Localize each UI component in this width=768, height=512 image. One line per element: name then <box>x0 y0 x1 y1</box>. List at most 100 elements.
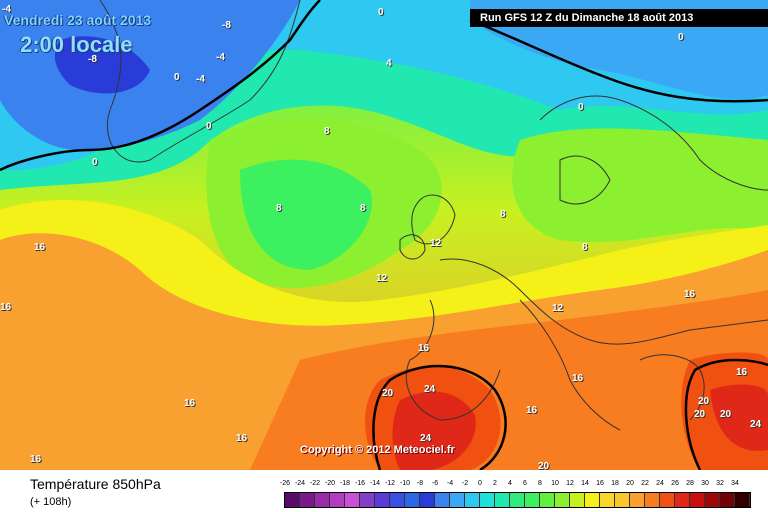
band-24-east <box>710 384 768 451</box>
contour-label: 24 <box>420 433 432 444</box>
contour-label: 20 <box>538 461 550 470</box>
scale-tick-label: -8 <box>416 480 424 487</box>
contour-label: 16 <box>418 343 430 354</box>
contour-label: -4 <box>196 74 205 85</box>
band-8-europe <box>512 128 768 243</box>
scale-tick-label: -14 <box>369 480 381 487</box>
contour-label: 0 <box>578 102 584 113</box>
scale-tick-label: 4 <box>508 480 512 487</box>
copyright: Copyright © 2012 Meteociel.fr <box>300 444 455 456</box>
scale-tick-label: -26 <box>279 480 291 487</box>
contour-label: 0 <box>206 121 212 132</box>
map-canvas <box>0 0 768 470</box>
scale-swatch <box>600 493 615 507</box>
twenty-isotherm-east <box>684 358 768 470</box>
scale-swatch <box>675 493 690 507</box>
scale-tick-label: 24 <box>656 480 664 487</box>
band-24-iberia <box>392 391 476 470</box>
scale-tick-label: 0 <box>478 480 482 487</box>
scale-swatch <box>450 493 465 507</box>
scale-swatch <box>540 493 555 507</box>
scale-swatch <box>435 493 450 507</box>
variable-title: Température 850hPa <box>30 476 161 492</box>
contour-label: 16 <box>684 289 696 300</box>
contour-label: 20 <box>720 409 732 420</box>
scale-swatch <box>690 493 705 507</box>
scale-swatch <box>420 493 435 507</box>
scale-swatch <box>525 493 540 507</box>
band-6-atlantic <box>240 159 372 270</box>
scale-tick-label: 20 <box>626 480 634 487</box>
scale-tick-labels: -26 -24 -22 -20 -18 -16 -14 -12 -10 -8 -6 -4 -2 0 2 4 6 8… <box>280 480 764 490</box>
contour-label: 20 <box>698 396 710 407</box>
scale-tick-label: 32 <box>716 480 724 487</box>
contour-label: 8 <box>360 203 366 214</box>
scale-tick-label: 8 <box>538 480 542 487</box>
scale-tick-label: -6 <box>431 480 439 487</box>
scale-swatch <box>705 493 720 507</box>
zero-isotherm <box>0 0 768 172</box>
contour-label: 12 <box>430 238 442 249</box>
scale-swatch <box>330 493 345 507</box>
scale-tick-label: 30 <box>701 480 709 487</box>
scale-tick-label: -24 <box>294 480 306 487</box>
scale-tick-label: 12 <box>566 480 574 487</box>
legend-footer: Température 850hPa (+ 108h) -26 -24 -22 -20… <box>0 470 768 512</box>
contour-label: 16 <box>572 373 584 384</box>
scale-swatch <box>555 493 570 507</box>
contour-label: 16 <box>736 367 748 378</box>
scale-swatch <box>285 493 300 507</box>
scale-tick-label: 16 <box>596 480 604 487</box>
forecast-hours: (+ 108h) <box>30 496 72 508</box>
contour-label: 16 <box>0 302 12 313</box>
color-scale <box>284 492 751 508</box>
scale-tick-label: 26 <box>671 480 679 487</box>
local-time: 2:00 locale <box>20 32 133 57</box>
scale-tick-label: -22 <box>309 480 321 487</box>
scale-tick-label: -4 <box>446 480 454 487</box>
contour-label: -4 <box>216 52 225 63</box>
scale-tick-label: -20 <box>324 480 336 487</box>
scale-swatch <box>735 493 750 507</box>
contour-label: 4 <box>386 58 392 69</box>
contour-label: 8 <box>276 203 282 214</box>
scale-swatch <box>660 493 675 507</box>
scale-swatch <box>645 493 660 507</box>
contour-label: 0 <box>174 72 180 83</box>
scale-tick-label: -10 <box>399 480 411 487</box>
contour-label: 8 <box>324 126 330 137</box>
scale-swatch <box>570 493 585 507</box>
scale-swatch <box>480 493 495 507</box>
scale-swatch <box>495 493 510 507</box>
contour-label: 8 <box>500 209 506 220</box>
scale-tick-label: -12 <box>384 480 396 487</box>
contour-label: -8 <box>222 20 231 31</box>
contour-label: 0 <box>678 32 684 43</box>
scale-tick-label: 14 <box>581 480 589 487</box>
scale-tick-label: 34 <box>731 480 739 487</box>
scale-swatch <box>720 493 735 507</box>
run-info: Run GFS 12 Z du Dimanche 18 août 2013 <box>470 9 768 27</box>
contour-label: 24 <box>424 384 436 395</box>
scale-swatch <box>375 493 390 507</box>
contour-label: 0 <box>92 157 98 168</box>
scale-swatch <box>465 493 480 507</box>
contour-label: 12 <box>552 303 564 314</box>
scale-swatch <box>510 493 525 507</box>
scale-swatch <box>360 493 375 507</box>
contour-label: -4 <box>2 4 11 15</box>
scale-tick-label: 18 <box>611 480 619 487</box>
scale-swatch <box>405 493 420 507</box>
temperature-map: -4 -8 -8 -4 -4 0 0 0 0 0 0 4 8 8 8 8 8 1… <box>0 0 768 470</box>
contour-label: 20 <box>382 388 394 399</box>
contour-label: 12 <box>376 273 388 284</box>
contour-label: 24 <box>750 419 762 430</box>
scale-swatch <box>615 493 630 507</box>
scale-tick-label: 2 <box>493 480 497 487</box>
scale-tick-label: -18 <box>339 480 351 487</box>
contour-label: 16 <box>30 454 42 465</box>
scale-tick-label: 6 <box>523 480 527 487</box>
band-minus8 <box>54 36 150 94</box>
contour-label: 16 <box>526 405 538 416</box>
scale-tick-label: -2 <box>461 480 469 487</box>
